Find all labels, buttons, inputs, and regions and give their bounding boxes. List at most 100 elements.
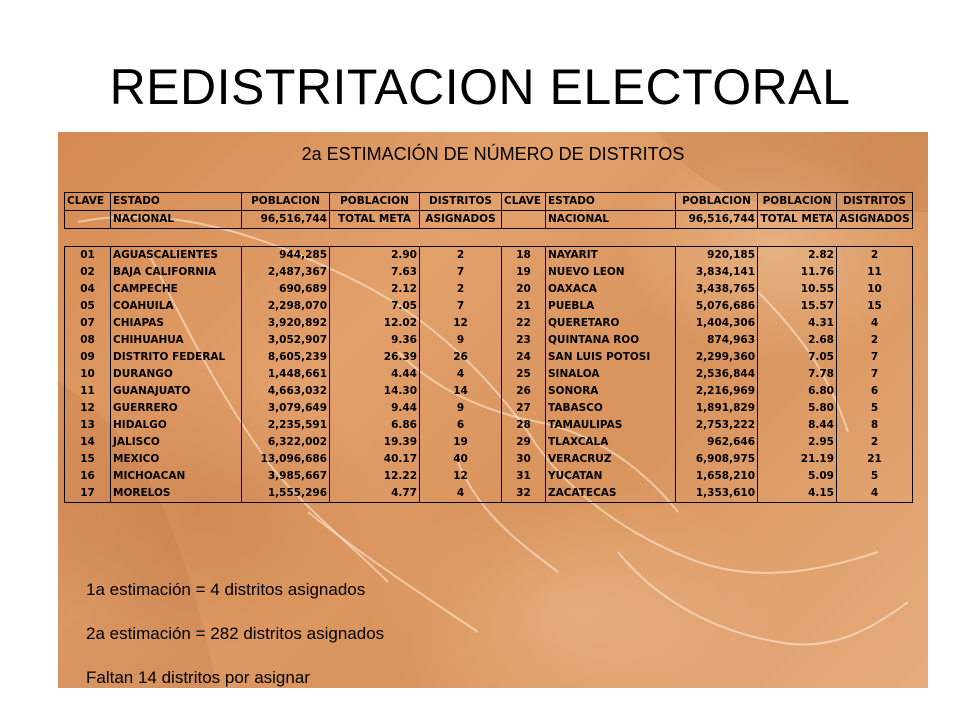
right-poblacion-cell: 920,185 xyxy=(675,246,758,264)
right-poblacion-cell: 2,216,969 xyxy=(675,383,758,400)
left-poblacion-cell: 3,079,649 xyxy=(241,400,330,417)
left-meta-cell: 7.05 xyxy=(329,298,420,315)
header-poblacion: POBLACION xyxy=(241,192,330,211)
right-poblacion-cell: 874,963 xyxy=(675,332,758,349)
left-asignados-cell: 6 xyxy=(419,417,502,434)
header-poblacion-meta: POBLACION xyxy=(757,192,837,211)
districts-table: CLAVE ESTADO POBLACION POBLACION DISTRITOS CL… xyxy=(64,192,913,503)
right-estado-cell: OAXACA xyxy=(545,281,676,298)
header-estado: ESTADO xyxy=(110,192,242,211)
content-panel: 2a ESTIMACIÓN DE NÚMERO DE DISTRITOS CLA… xyxy=(58,132,928,688)
left-estado-cell: GUANAJUATO xyxy=(110,383,242,400)
left-clave-cell: 16 xyxy=(64,468,111,485)
note-first-estimate: 1a estimación = 4 distritos asignados xyxy=(86,580,366,599)
right-meta-cell: 11.76 xyxy=(757,264,837,281)
left-clave-cell: 11 xyxy=(64,383,111,400)
left-clave-cell: 07 xyxy=(64,315,111,332)
right-estado-cell: NUEVO LEON xyxy=(545,264,676,281)
left-asignados-cell: 2 xyxy=(419,246,502,264)
right-estado-cell: TAMAULIPAS xyxy=(545,417,676,434)
header-asignados: ASIGNADOS xyxy=(836,210,913,229)
right-asignados-cell: 8 xyxy=(836,417,913,434)
right-estado-cell: SONORA xyxy=(545,383,676,400)
table-row: 16 MICHOACAN 3,985,667 12.22 12 31 YUCATAN 1,65… xyxy=(64,468,913,485)
right-poblacion-cell: 1,404,306 xyxy=(675,315,758,332)
nacional-label: NACIONAL xyxy=(110,210,242,229)
nacional-clave-empty xyxy=(501,210,546,229)
header-poblacion: POBLACION xyxy=(675,192,758,211)
right-estado-cell: YUCATAN xyxy=(545,468,676,485)
left-asignados-cell: 9 xyxy=(419,400,502,417)
left-clave-cell: 10 xyxy=(64,366,111,383)
right-poblacion-cell: 1,891,829 xyxy=(675,400,758,417)
table-row: 17 MORELOS 1,555,296 4.77 4 32 ZACATECAS 1,353,… xyxy=(64,485,913,503)
header-clave: CLAVE xyxy=(64,192,111,211)
left-poblacion-cell: 4,663,032 xyxy=(241,383,330,400)
left-estado-cell: DURANGO xyxy=(110,366,242,383)
left-clave-cell: 02 xyxy=(64,264,111,281)
gap-cell xyxy=(676,229,758,247)
right-clave-cell: 27 xyxy=(501,400,546,417)
left-meta-cell: 12.22 xyxy=(329,468,420,485)
left-asignados-cell: 9 xyxy=(419,332,502,349)
left-meta-cell: 6.86 xyxy=(329,417,420,434)
left-estado-cell: MICHOACAN xyxy=(110,468,242,485)
right-poblacion-cell: 3,438,765 xyxy=(675,281,758,298)
right-estado-cell: VERACRUZ xyxy=(545,451,676,468)
header-estado: ESTADO xyxy=(545,192,676,211)
right-meta-cell: 2.68 xyxy=(757,332,837,349)
left-estado-cell: COAHUILA xyxy=(110,298,242,315)
right-estado-cell: NAYARIT xyxy=(545,246,676,264)
right-asignados-cell: 2 xyxy=(836,246,913,264)
nacional-label: NACIONAL xyxy=(545,210,676,229)
right-poblacion-cell: 1,658,210 xyxy=(675,468,758,485)
table-row: 14 JALISCO 6,322,002 19.39 19 29 TLAXCALA 962,6… xyxy=(64,434,913,451)
nacional-poblacion: 96,516,744 xyxy=(675,210,758,229)
table-row: 13 HIDALGO 2,235,591 6.86 6 28 TAMAULIPAS 2,753… xyxy=(64,417,913,434)
header-distritos: DISTRITOS xyxy=(836,192,913,211)
left-estado-cell: JALISCO xyxy=(110,434,242,451)
right-estado-cell: QUINTANA ROO xyxy=(545,332,676,349)
right-asignados-cell: 6 xyxy=(836,383,913,400)
right-poblacion-cell: 6,908,975 xyxy=(675,451,758,468)
left-clave-cell: 15 xyxy=(64,451,111,468)
left-asignados-cell: 12 xyxy=(419,468,502,485)
left-poblacion-cell: 690,689 xyxy=(241,281,330,298)
right-clave-cell: 20 xyxy=(501,281,546,298)
left-poblacion-cell: 3,985,667 xyxy=(241,468,330,485)
left-asignados-cell: 4 xyxy=(419,485,502,503)
right-meta-cell: 2.82 xyxy=(757,246,837,264)
right-meta-cell: 5.09 xyxy=(757,468,837,485)
left-clave-cell: 14 xyxy=(64,434,111,451)
left-meta-cell: 12.02 xyxy=(329,315,420,332)
table-row: 01 AGUASCALIENTES 944,285 2.90 2 18 NAYARIT 920… xyxy=(64,246,913,264)
gap-cell xyxy=(546,229,676,247)
left-clave-cell: 08 xyxy=(64,332,111,349)
table-gap xyxy=(65,229,913,247)
left-poblacion-cell: 2,298,070 xyxy=(241,298,330,315)
right-estado-cell: ZACATECAS xyxy=(545,485,676,503)
right-meta-cell: 5.80 xyxy=(757,400,837,417)
slide-title: REDISTRITACION ELECTORAL xyxy=(109,59,851,115)
right-clave-cell: 29 xyxy=(501,434,546,451)
right-meta-cell: 7.05 xyxy=(757,349,837,366)
right-estado-cell: SAN LUIS POTOSI xyxy=(545,349,676,366)
right-estado-cell: SINALOA xyxy=(545,366,676,383)
header-asignados: ASIGNADOS xyxy=(419,210,502,229)
nacional-poblacion: 96,516,744 xyxy=(241,210,330,229)
table-row: 02 BAJA CALIFORNIA 2,487,367 7.63 7 19 NUEVO L… xyxy=(64,264,913,281)
right-asignados-cell: 7 xyxy=(836,366,913,383)
table-heading: 2a ESTIMACIÓN DE NÚMERO DE DISTRITOS xyxy=(301,144,685,164)
header-distritos: DISTRITOS xyxy=(419,192,502,211)
gap-cell xyxy=(65,229,111,247)
gap-cell xyxy=(330,229,420,247)
right-estado-cell: TLAXCALA xyxy=(545,434,676,451)
table-row: 05 COAHUILA 2,298,070 7.05 7 21 PUEBLA 5,076,68… xyxy=(64,298,913,315)
right-clave-cell: 26 xyxy=(501,383,546,400)
left-poblacion-cell: 13,096,686 xyxy=(241,451,330,468)
left-clave-cell: 17 xyxy=(64,485,111,503)
left-asignados-cell: 26 xyxy=(419,349,502,366)
table-row: 10 DURANGO 1,448,661 4.44 4 25 SINALOA 2,536,84… xyxy=(64,366,913,383)
left-estado-cell: MORELOS xyxy=(110,485,242,503)
left-estado-cell: GUERRERO xyxy=(110,400,242,417)
